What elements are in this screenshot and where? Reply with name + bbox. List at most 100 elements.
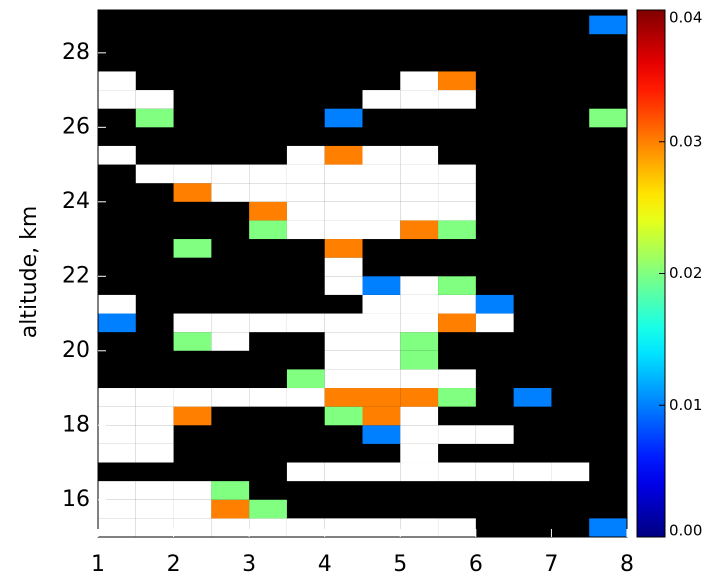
heatmap-cell <box>249 183 287 202</box>
heatmap-cell <box>400 164 439 184</box>
heatmap-cell <box>475 294 514 314</box>
heatmap-cell <box>286 183 325 202</box>
heatmap-cell <box>362 313 401 333</box>
heatmap-cell <box>286 518 325 537</box>
heatmap-cell <box>551 462 590 482</box>
heatmap-cell <box>135 90 174 109</box>
heatmap-cell <box>400 332 439 351</box>
heatmap-cell <box>324 164 363 184</box>
heatmap-cell <box>400 518 439 537</box>
heatmap-cell <box>362 164 401 184</box>
heatmap-cell <box>98 518 136 537</box>
y-tick-label: 22 <box>62 263 90 288</box>
heatmap-cell <box>211 518 250 537</box>
heatmap-cell <box>513 462 552 482</box>
heatmap-cell <box>135 108 174 128</box>
heatmap-cell <box>362 425 401 444</box>
x-tick-label: 2 <box>167 552 181 577</box>
heatmap-cell <box>173 499 212 519</box>
heatmap-cell <box>438 164 476 184</box>
heatmap-cell <box>362 145 401 165</box>
heatmap-cell <box>173 388 212 407</box>
heatmap-cell <box>211 332 250 351</box>
x-tick-label: 6 <box>469 552 483 577</box>
heatmap-cell <box>249 499 287 519</box>
heatmap-cell <box>362 462 401 482</box>
heatmap-cell <box>400 350 439 370</box>
heatmap-cell <box>211 183 250 202</box>
heatmap-cell <box>286 164 325 184</box>
heatmap-cell <box>135 406 174 426</box>
heatmap-cell <box>589 15 627 35</box>
heatmap-cell <box>324 145 363 165</box>
heatmap-cell <box>589 108 627 128</box>
heatmap-cell <box>400 406 439 426</box>
heatmap-cell <box>211 481 250 500</box>
heatmap-cell <box>324 220 363 240</box>
heatmap-cell <box>475 462 514 482</box>
heatmap-cell <box>400 220 439 240</box>
heatmap-cell <box>400 201 439 221</box>
x-tick-label: 5 <box>393 552 407 577</box>
heatmap-cell <box>324 108 363 128</box>
heatmap-cell <box>438 201 476 221</box>
heatmap-cell <box>475 425 514 444</box>
heatmap-cell <box>249 164 287 184</box>
heatmap-cell <box>324 276 363 295</box>
heatmap-cell <box>362 183 401 202</box>
x-tick-label: 8 <box>620 552 634 577</box>
heatmap-cell <box>286 220 325 240</box>
heatmap-cell <box>98 425 136 444</box>
colorbar-tick-label: 0.01 <box>669 396 702 414</box>
heatmap-cell <box>400 313 439 333</box>
heatmap-cell <box>400 294 439 314</box>
heatmap-cell <box>324 388 363 407</box>
heatmap-cell <box>400 276 439 295</box>
heatmap-cell <box>286 462 325 482</box>
heatmap-cell <box>249 201 287 221</box>
y-tick-label: 18 <box>62 412 90 437</box>
heatmap-cell <box>286 388 325 407</box>
heatmap-cell <box>211 499 250 519</box>
heatmap-cell <box>400 71 439 91</box>
heatmap-cell <box>362 406 401 426</box>
heatmap-cell <box>362 369 401 389</box>
heatmap-cell <box>438 276 476 295</box>
heatmap-cell <box>286 369 325 389</box>
heatmap-cell <box>173 313 212 333</box>
colorbar-tick-label: 0.03 <box>669 132 702 150</box>
heatmap-cell <box>173 332 212 351</box>
heatmap-cell <box>438 425 476 444</box>
heatmap-cell <box>135 425 174 444</box>
heatmap-cell <box>324 332 363 351</box>
heatmap-cell <box>286 201 325 221</box>
heatmap-cell <box>98 443 136 463</box>
heatmap-cell <box>400 425 439 444</box>
heatmap-cell <box>173 518 212 537</box>
heatmap-cell <box>173 164 212 184</box>
y-tick-label: 20 <box>62 338 90 363</box>
heatmap-cell <box>324 257 363 277</box>
heatmap-cell <box>400 145 439 165</box>
heatmap-cell <box>98 145 136 165</box>
heatmap-cell <box>324 239 363 258</box>
heatmap-cell <box>249 220 287 240</box>
y-tick-label: 28 <box>62 40 90 65</box>
x-tick-label: 4 <box>318 552 332 577</box>
heatmap-cell <box>98 90 136 109</box>
x-tick-label: 3 <box>242 552 256 577</box>
heatmap-cell <box>438 518 476 537</box>
heatmap-cell <box>211 164 250 184</box>
heatmap-cell <box>438 294 476 314</box>
heatmap-cell <box>324 406 363 426</box>
heatmap-cell <box>249 313 287 333</box>
heatmap-cell <box>400 369 439 389</box>
heatmap-cell <box>98 406 136 426</box>
heatmap-cell <box>438 369 476 389</box>
heatmap-cell <box>324 462 363 482</box>
heatmap-cell <box>286 313 325 333</box>
heatmap-cell <box>211 388 250 407</box>
heatmap-cell <box>362 294 401 314</box>
heatmap-cell <box>135 164 174 184</box>
heatmap-cell <box>438 90 476 109</box>
